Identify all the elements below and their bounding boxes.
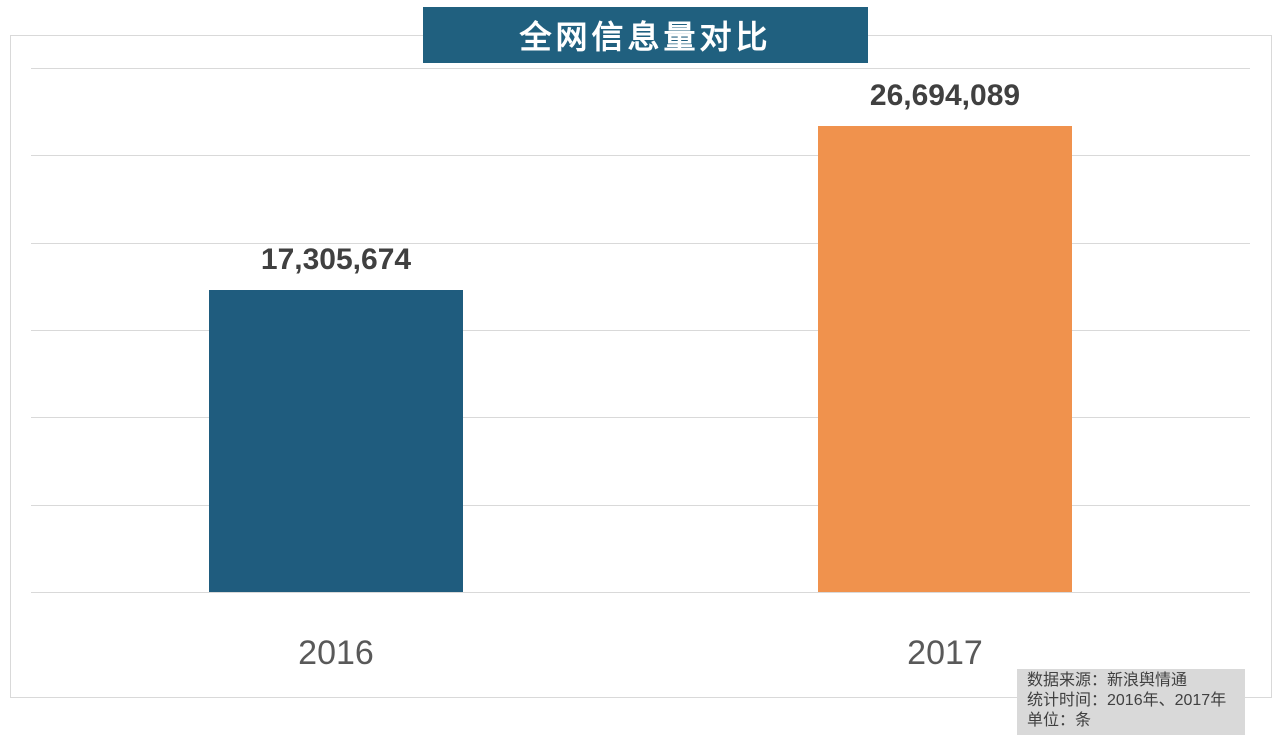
source-line-datasource: 数据来源：新浪舆情通	[1027, 672, 1188, 689]
chart-title: 全网信息量对比	[423, 7, 868, 63]
source-box: 数据来源：新浪舆情通 统计时间：2016年、2017年 单位：条	[1017, 669, 1245, 735]
source-line-unit: 单位：条	[1027, 712, 1092, 729]
value-label-2017: 26,694,089	[869, 79, 1021, 112]
gridline	[31, 68, 1250, 69]
axis-label-2017: 2017	[907, 634, 983, 672]
axis-label-2016: 2016	[298, 634, 374, 672]
gridline	[31, 242, 1250, 244]
gridline	[31, 155, 1250, 157]
gridline	[31, 330, 1250, 331]
gridline	[31, 417, 1250, 419]
gridline	[31, 592, 1250, 593]
source-line-period: 统计时间：2016年、2017年	[1027, 692, 1227, 709]
bar-group-2016: 17,305,674 2016	[209, 243, 463, 672]
chart-title-text: 全网信息量对比	[519, 19, 772, 55]
value-label-2016: 17,305,674	[260, 243, 412, 276]
bar-2017	[818, 126, 1072, 592]
bar-2016	[209, 290, 463, 592]
gridline	[31, 504, 1250, 506]
bar-group-2017: 26,694,089 2017	[818, 79, 1072, 672]
plot-border	[10, 35, 1272, 698]
